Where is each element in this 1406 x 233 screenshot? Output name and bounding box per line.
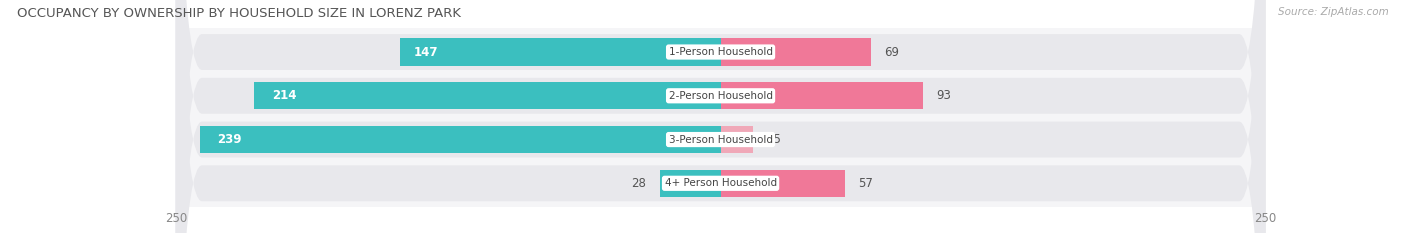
Bar	[721, 126, 754, 153]
Text: 69: 69	[884, 45, 898, 58]
Bar	[721, 170, 845, 197]
Text: Source: ZipAtlas.com: Source: ZipAtlas.com	[1278, 7, 1389, 17]
Text: 214: 214	[271, 89, 297, 102]
Text: 1-Person Household: 1-Person Household	[669, 47, 772, 57]
Bar	[721, 38, 870, 66]
Bar	[254, 82, 721, 109]
Text: 28: 28	[631, 177, 647, 190]
Text: 239: 239	[217, 133, 242, 146]
Text: OCCUPANCY BY OWNERSHIP BY HOUSEHOLD SIZE IN LORENZ PARK: OCCUPANCY BY OWNERSHIP BY HOUSEHOLD SIZE…	[17, 7, 461, 20]
Text: 93: 93	[936, 89, 952, 102]
Text: 3-Person Household: 3-Person Household	[669, 134, 772, 144]
Bar	[721, 82, 924, 109]
Bar	[200, 126, 721, 153]
Text: 57: 57	[858, 177, 873, 190]
Text: 147: 147	[413, 45, 437, 58]
FancyBboxPatch shape	[176, 0, 1265, 233]
Text: 2-Person Household: 2-Person Household	[669, 91, 772, 101]
Text: 4+ Person Household: 4+ Person Household	[665, 178, 776, 188]
Bar	[659, 170, 721, 197]
FancyBboxPatch shape	[176, 0, 1265, 233]
Text: 15: 15	[766, 133, 782, 146]
Bar	[401, 38, 721, 66]
FancyBboxPatch shape	[176, 0, 1265, 233]
FancyBboxPatch shape	[176, 0, 1265, 233]
